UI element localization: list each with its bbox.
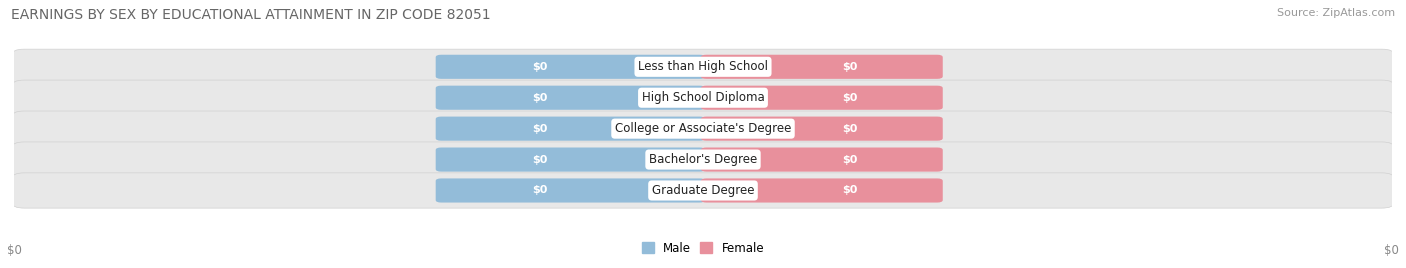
FancyBboxPatch shape — [436, 86, 704, 110]
Text: $0: $0 — [531, 124, 547, 134]
FancyBboxPatch shape — [13, 49, 1393, 84]
FancyBboxPatch shape — [702, 178, 943, 203]
FancyBboxPatch shape — [702, 117, 943, 141]
FancyBboxPatch shape — [702, 55, 943, 79]
Text: Graduate Degree: Graduate Degree — [652, 184, 754, 197]
Text: $0: $0 — [531, 62, 547, 72]
Text: Bachelor's Degree: Bachelor's Degree — [650, 153, 756, 166]
Text: $0: $0 — [1384, 244, 1399, 257]
FancyBboxPatch shape — [436, 55, 704, 79]
Text: $0: $0 — [7, 244, 22, 257]
FancyBboxPatch shape — [436, 178, 704, 203]
Text: $0: $0 — [842, 124, 858, 134]
Text: $0: $0 — [842, 93, 858, 103]
Text: $0: $0 — [842, 155, 858, 165]
Text: $0: $0 — [531, 185, 547, 195]
FancyBboxPatch shape — [13, 111, 1393, 146]
Text: EARNINGS BY SEX BY EDUCATIONAL ATTAINMENT IN ZIP CODE 82051: EARNINGS BY SEX BY EDUCATIONAL ATTAINMEN… — [11, 8, 491, 22]
Text: College or Associate's Degree: College or Associate's Degree — [614, 122, 792, 135]
FancyBboxPatch shape — [436, 117, 704, 141]
FancyBboxPatch shape — [436, 147, 704, 172]
FancyBboxPatch shape — [13, 80, 1393, 115]
FancyBboxPatch shape — [702, 86, 943, 110]
FancyBboxPatch shape — [13, 173, 1393, 208]
FancyBboxPatch shape — [702, 147, 943, 172]
FancyBboxPatch shape — [13, 142, 1393, 177]
Legend: Male, Female: Male, Female — [641, 241, 765, 255]
Text: $0: $0 — [531, 93, 547, 103]
Text: High School Diploma: High School Diploma — [641, 91, 765, 104]
Text: Source: ZipAtlas.com: Source: ZipAtlas.com — [1277, 8, 1395, 18]
Text: $0: $0 — [842, 185, 858, 195]
Text: Less than High School: Less than High School — [638, 60, 768, 73]
Text: $0: $0 — [531, 155, 547, 165]
Text: $0: $0 — [842, 62, 858, 72]
